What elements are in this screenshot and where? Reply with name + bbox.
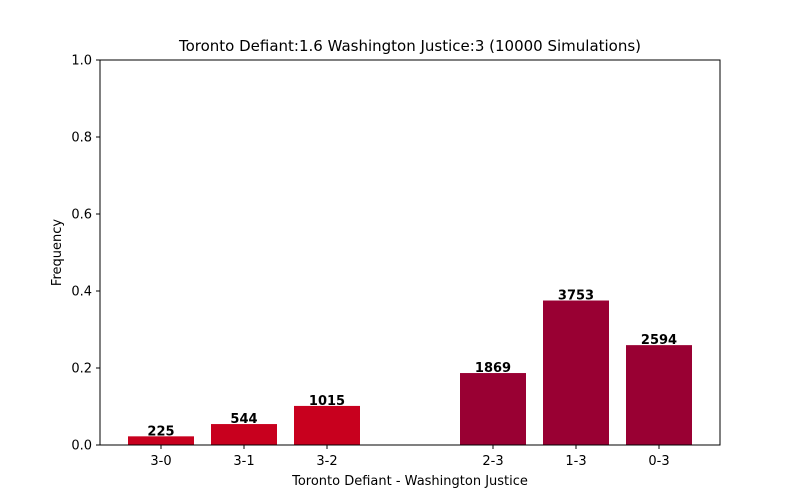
bar-value-label: 2594 [641, 333, 677, 348]
y-tick-label: 1.0 [71, 54, 92, 69]
y-tick-label: 0.6 [71, 208, 92, 223]
y-axis: 0.0 0.2 0.4 0.6 0.8 1.0 [71, 54, 100, 454]
x-tick-label: 1-3 [565, 454, 586, 469]
y-tick-label: 0.2 [71, 362, 92, 377]
bar-3-0 [128, 436, 194, 445]
chart-title: Toronto Defiant:1.6 Washington Justice:3… [178, 37, 641, 55]
bar-value-label: 544 [230, 412, 257, 427]
plot-frame [99, 59, 721, 446]
y-tick-label: 0.8 [71, 131, 92, 146]
x-tick-label: 3-1 [233, 454, 254, 469]
x-axis: 3-0 3-1 3-2 2-3 1-3 0-3 [150, 445, 670, 469]
bar-value-label: 1015 [309, 394, 345, 409]
y-tick-label: 0.0 [71, 439, 92, 454]
bars-group [128, 300, 692, 445]
bar-0-3 [626, 345, 692, 445]
x-tick-label: 2-3 [482, 454, 503, 469]
value-labels-group: 225 544 1015 1869 3753 2594 [147, 289, 677, 440]
x-tick-label: 0-3 [648, 454, 669, 469]
y-axis-label: Frequency [50, 219, 65, 286]
bar-3-1 [211, 424, 277, 445]
x-tick-label: 3-0 [150, 454, 171, 469]
bar-value-label: 225 [147, 424, 174, 439]
bar-value-label: 1869 [475, 361, 511, 376]
bar-2-3 [460, 373, 526, 445]
x-tick-label: 3-2 [316, 454, 337, 469]
bar-3-2 [294, 405, 360, 445]
bar-value-label: 3753 [558, 289, 594, 304]
x-axis-label: Toronto Defiant - Washington Justice [291, 474, 528, 489]
y-tick-label: 0.4 [71, 285, 92, 300]
bar-1-3 [543, 300, 609, 445]
